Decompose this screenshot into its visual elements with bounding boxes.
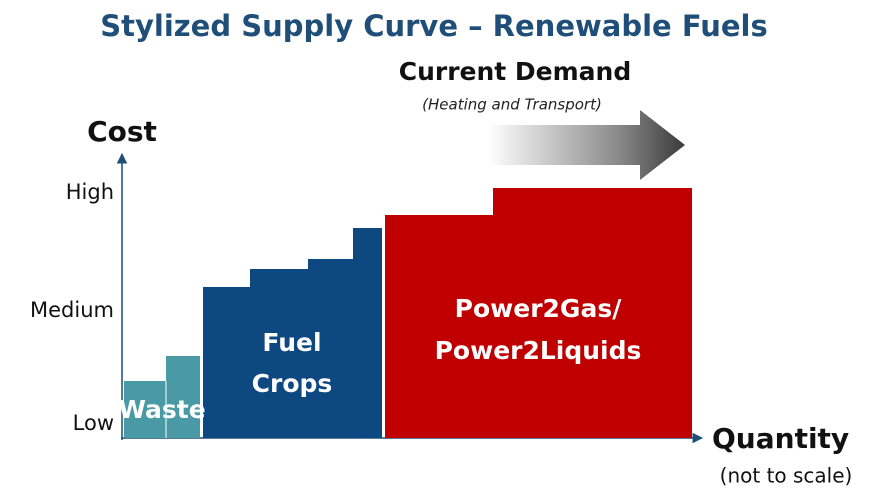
block-label: Power2Gas/ <box>455 294 623 323</box>
block-label: Power2Liquids <box>435 336 642 365</box>
y-level: Low <box>73 411 114 435</box>
y-level: High <box>66 180 114 204</box>
x-axis-label: Quantity <box>712 422 849 455</box>
demand-title: Current Demand <box>399 57 632 86</box>
block-label: Crops <box>252 369 333 398</box>
fuel-crops-block <box>203 228 382 438</box>
y-axis-label: Cost <box>87 115 157 148</box>
demand-arrow <box>488 110 685 180</box>
waste-block <box>124 356 200 438</box>
y-level: Medium <box>30 298 114 322</box>
demand-subtitle: (Heating and Transport) <box>422 96 602 114</box>
power2x-block <box>385 188 692 438</box>
x-axis-note: (not to scale) <box>720 464 853 488</box>
block-label: Fuel <box>262 328 321 357</box>
block-label: Waste <box>118 395 205 424</box>
title: Stylized Supply Curve – Renewable Fuels <box>100 9 767 43</box>
